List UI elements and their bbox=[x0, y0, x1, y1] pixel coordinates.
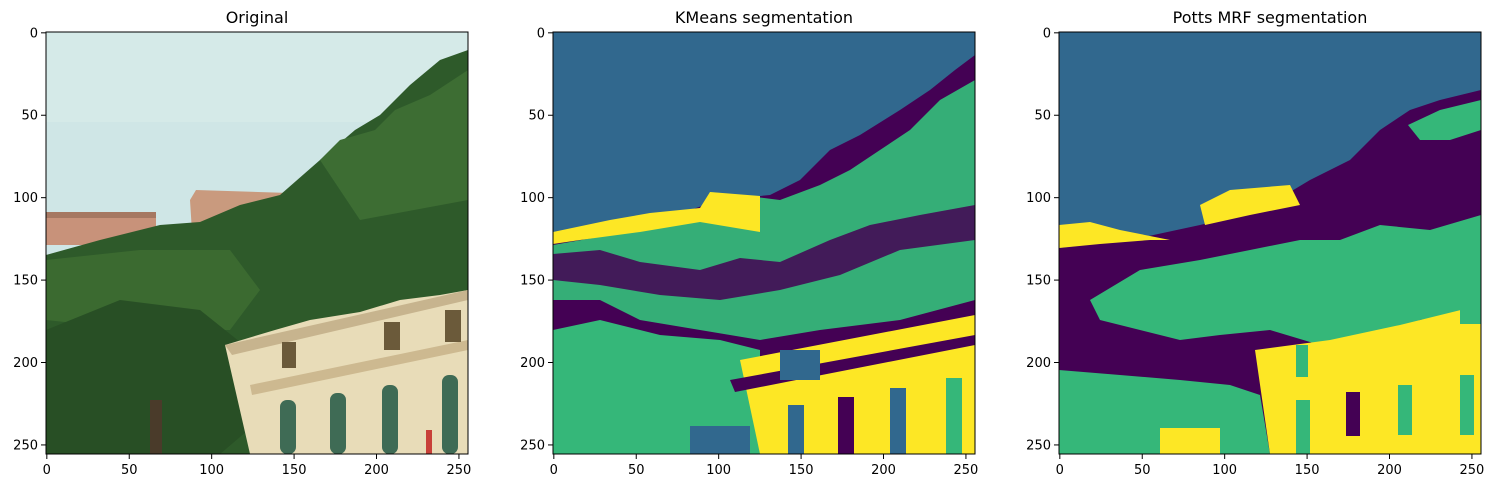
y-tick-label: 250 bbox=[13, 438, 38, 453]
y-tick-label: 0 bbox=[1043, 26, 1051, 41]
class-2-region bbox=[946, 378, 962, 454]
panel-title: Original bbox=[226, 8, 289, 27]
tree-canopy bbox=[46, 300, 260, 454]
panel-potts: Potts MRF segmentation bbox=[1058, 8, 1482, 455]
class-3-region bbox=[1059, 222, 1170, 248]
y-tick-label: 100 bbox=[13, 191, 38, 206]
x-tick-label: 200 bbox=[364, 463, 389, 478]
building-cornice bbox=[225, 290, 468, 355]
x-tick-label: 50 bbox=[1134, 463, 1151, 478]
x-tick-label: 100 bbox=[199, 463, 224, 478]
class-1-region bbox=[788, 405, 804, 454]
class-1-region bbox=[690, 426, 750, 454]
x-tick-label: 50 bbox=[628, 463, 645, 478]
x-tick-label: 0 bbox=[550, 463, 558, 478]
x-tick-label: 250 bbox=[1460, 463, 1485, 478]
class-2-region bbox=[1296, 345, 1308, 377]
class-1-region bbox=[890, 388, 906, 454]
window-shutter bbox=[442, 375, 458, 454]
axes-frame bbox=[45, 31, 469, 455]
y-tick-label: 200 bbox=[520, 356, 545, 371]
y-tick-label: 250 bbox=[1026, 438, 1051, 453]
x-tick-label: 250 bbox=[954, 463, 979, 478]
y-tick-label: 250 bbox=[520, 438, 545, 453]
window bbox=[445, 310, 461, 342]
x-tick-label: 150 bbox=[282, 463, 307, 478]
y-tick-label: 100 bbox=[520, 191, 545, 206]
window bbox=[384, 322, 400, 350]
class-3-region bbox=[553, 192, 760, 244]
foliage-light bbox=[320, 70, 468, 220]
axes-frame bbox=[1058, 31, 1482, 455]
class-3-region bbox=[1255, 305, 1481, 454]
building-cornice bbox=[250, 340, 468, 395]
y-tick-label: 50 bbox=[1034, 109, 1051, 124]
class-2-region bbox=[1398, 385, 1412, 435]
y-tick-label: 200 bbox=[13, 356, 38, 371]
y-tick-label: 0 bbox=[30, 26, 38, 41]
class-2-region bbox=[1460, 375, 1474, 435]
axes-frame bbox=[552, 31, 976, 455]
y-tick-label: 150 bbox=[1026, 274, 1051, 289]
class-2-region bbox=[1296, 400, 1310, 454]
panel-original: Original bbox=[45, 8, 469, 455]
y-tick-label: 150 bbox=[13, 274, 38, 289]
y-tick-label: 100 bbox=[1026, 191, 1051, 206]
x-tick-label: 50 bbox=[121, 463, 138, 478]
y-tick-label: 150 bbox=[520, 274, 545, 289]
x-tick-label: 150 bbox=[1295, 463, 1320, 478]
tree-trunk bbox=[150, 400, 162, 454]
axis-ticks: 0 50 100 150 200 250 0 50 100 150 200 250 0 50 100 150 2… bbox=[13, 26, 1484, 478]
class-2-region bbox=[1090, 215, 1481, 345]
y-tick-label: 0 bbox=[537, 26, 545, 41]
x-tick-label: 0 bbox=[1056, 463, 1064, 478]
class-0-region bbox=[553, 205, 975, 300]
class-0-region bbox=[1346, 392, 1360, 436]
window-shutter bbox=[330, 393, 346, 454]
panel-title: Potts MRF segmentation bbox=[1173, 8, 1368, 27]
class-1-region bbox=[780, 350, 820, 380]
x-tick-label: 100 bbox=[706, 463, 731, 478]
y-tick-label: 50 bbox=[528, 109, 545, 124]
class-2-region bbox=[553, 320, 760, 454]
class-3-region bbox=[1200, 185, 1300, 225]
y-tick-label: 50 bbox=[21, 109, 38, 124]
x-tick-label: 200 bbox=[1377, 463, 1402, 478]
x-tick-label: 200 bbox=[871, 463, 896, 478]
x-tick-label: 100 bbox=[1212, 463, 1237, 478]
roof-edge bbox=[46, 212, 156, 218]
x-tick-label: 0 bbox=[43, 463, 51, 478]
window-shutter bbox=[382, 385, 398, 454]
x-tick-label: 250 bbox=[447, 463, 472, 478]
x-tick-label: 150 bbox=[789, 463, 814, 478]
kmeans-map bbox=[553, 32, 975, 454]
class-0-region bbox=[838, 397, 854, 454]
original-image bbox=[46, 32, 468, 454]
window bbox=[282, 342, 296, 368]
window-shutter bbox=[280, 400, 296, 454]
panel-title: KMeans segmentation bbox=[675, 8, 853, 27]
class-2-region bbox=[1460, 298, 1481, 324]
panel-kmeans: KMeans segmentation bbox=[552, 8, 976, 455]
class-3-region bbox=[1160, 428, 1220, 454]
red-flowers bbox=[426, 430, 432, 454]
class-2-region bbox=[1408, 100, 1481, 140]
potts-map bbox=[1059, 32, 1481, 454]
y-tick-label: 200 bbox=[1026, 356, 1051, 371]
